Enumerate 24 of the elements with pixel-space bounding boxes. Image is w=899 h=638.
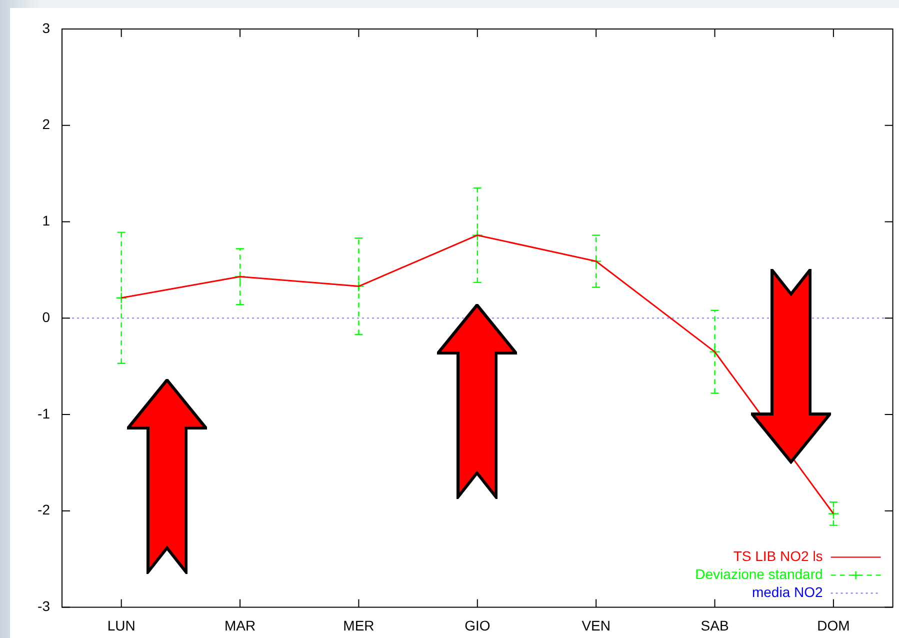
point	[234, 271, 246, 282]
x-tick-label: MAR	[224, 617, 256, 634]
point	[472, 230, 483, 241]
y-tick-label: 3	[42, 20, 50, 36]
y-tick-label: 0	[42, 308, 50, 325]
x-tick-label: LUN	[107, 617, 136, 634]
y-tick-label: -3	[38, 598, 50, 614]
y-tick-label: 2	[42, 116, 50, 132]
y-tick-label: 1	[42, 212, 50, 229]
x-tick-label: GIO	[464, 617, 490, 634]
point	[353, 280, 364, 292]
x-tick-label: VEN	[582, 617, 610, 634]
y-tick-label: -1	[38, 405, 50, 422]
x-tick-label: DOM	[817, 617, 850, 634]
point	[828, 508, 840, 520]
y-tick-label: -2	[38, 502, 50, 518]
legend-label: TS LIB NO2 ls	[733, 548, 823, 564]
point	[590, 256, 602, 267]
point	[709, 346, 720, 358]
x-tick-label: MER	[343, 617, 374, 634]
legend-label: Deviazione standard	[695, 566, 823, 582]
point	[116, 292, 127, 304]
legend-label: media NO2	[752, 584, 824, 600]
x-tick-label: SAB	[700, 617, 729, 634]
